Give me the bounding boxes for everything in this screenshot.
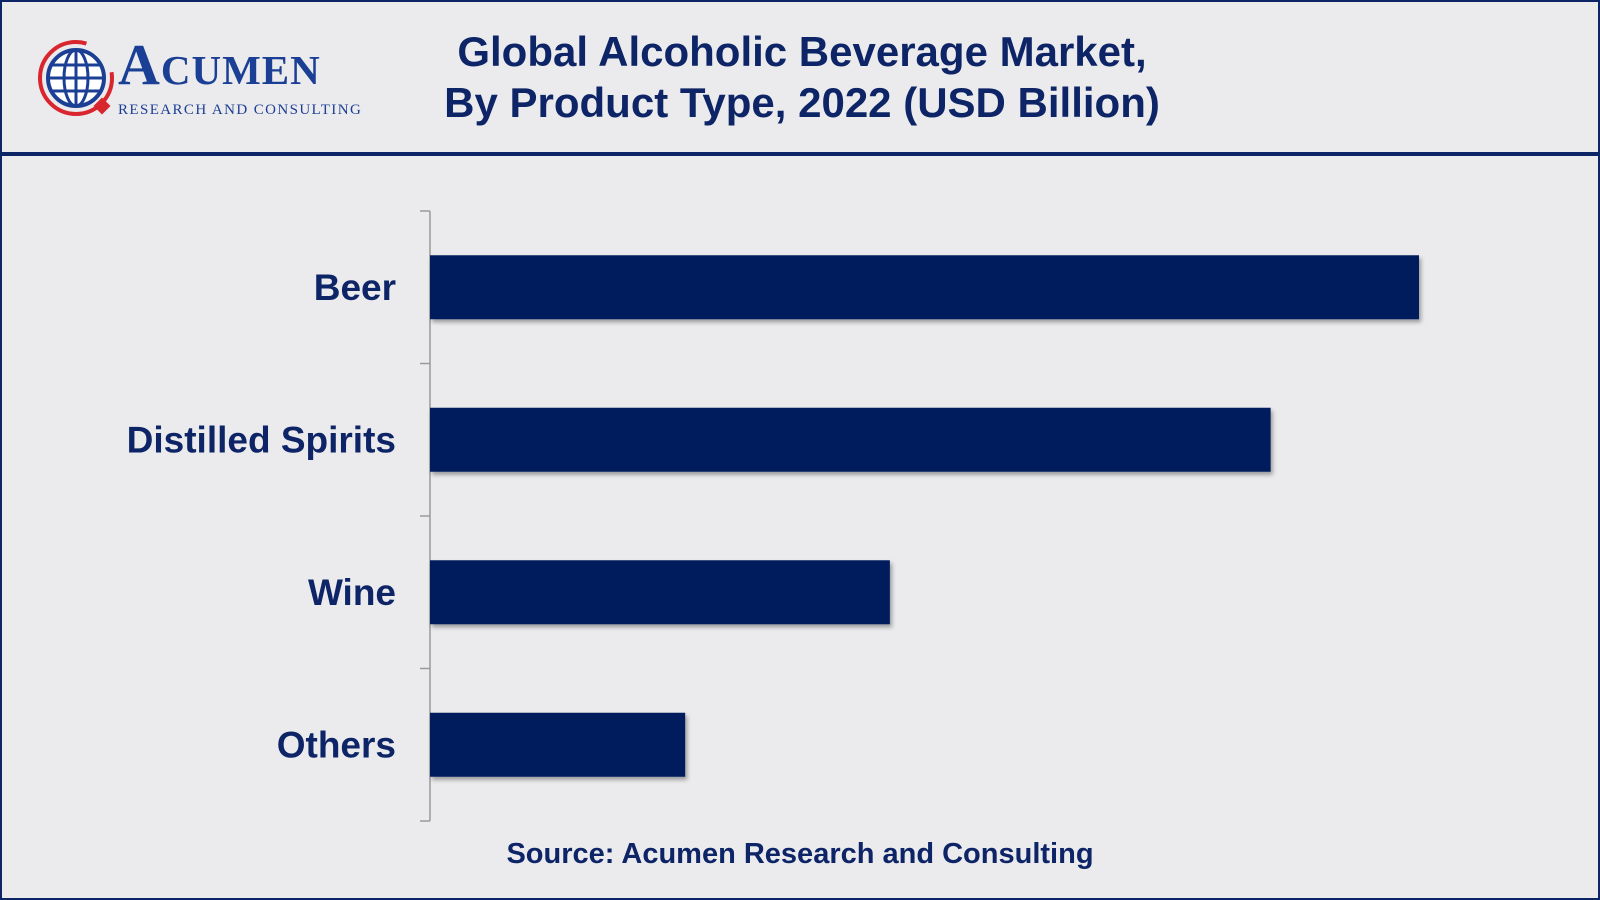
category-label-others: Others [277, 724, 396, 765]
category-label-distilled-spirits: Distilled Spirits [127, 419, 396, 460]
bar-chart: Beer Distilled Spirits Wine Others [127, 210, 1419, 822]
logo-name: Acumen [118, 32, 321, 97]
category-label-wine: Wine [308, 572, 396, 613]
bar-others [430, 712, 686, 777]
bar-distilled-spirits [430, 407, 1271, 472]
globe-icon [38, 40, 114, 116]
category-label-beer: Beer [314, 267, 396, 308]
acumen-logo: Acumen RESEARCH AND CONSULTING [32, 30, 382, 130]
header: Acumen RESEARCH AND CONSULTING Global Al… [2, 2, 1598, 156]
chart-title-line-2: By Product Type, 2022 (USD Billion) [444, 79, 1160, 126]
source-note: Source: Acumen Research and Consulting [506, 838, 1094, 870]
chart-title-line-1: Global Alcoholic Beverage Market, [457, 28, 1147, 75]
bar-wine [430, 560, 890, 625]
bar-beer [430, 255, 1419, 320]
logo-tagline: RESEARCH AND CONSULTING [118, 102, 363, 118]
chart-title: Global Alcoholic Beverage Market, By Pro… [402, 26, 1202, 128]
